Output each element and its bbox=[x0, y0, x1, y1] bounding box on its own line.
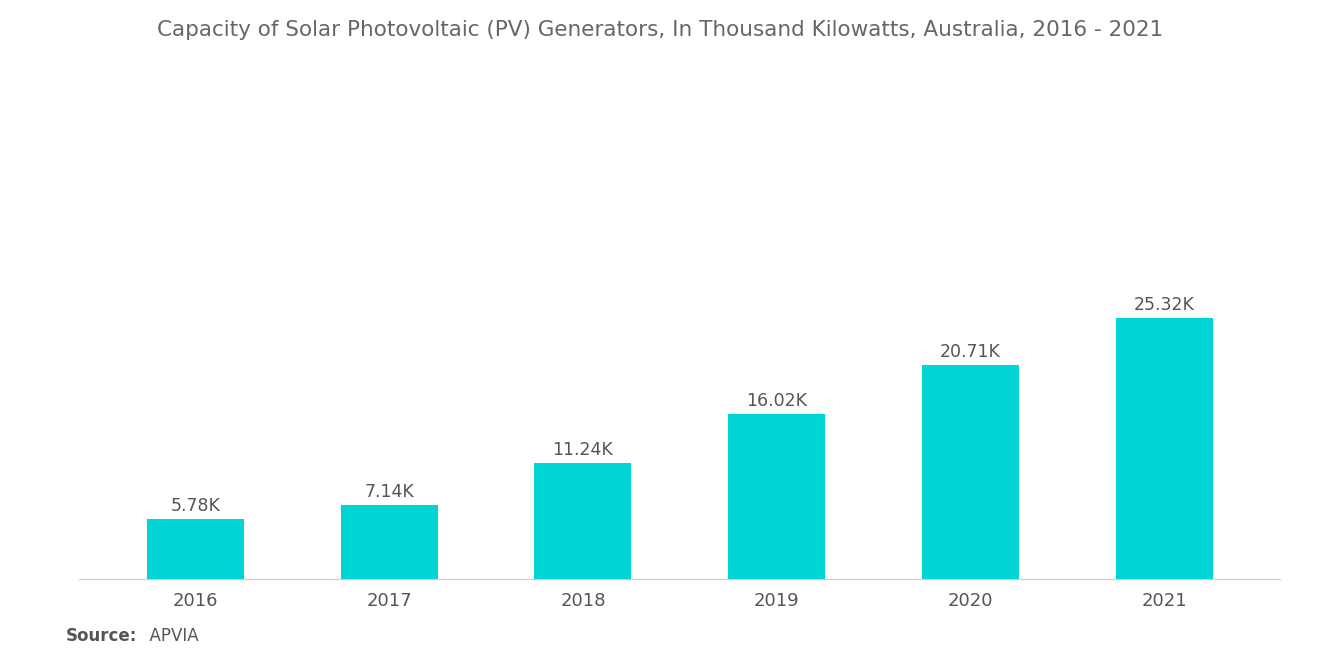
Bar bbox=[341, 505, 438, 579]
Text: 11.24K: 11.24K bbox=[553, 441, 614, 459]
Text: 25.32K: 25.32K bbox=[1134, 296, 1195, 314]
Bar bbox=[147, 519, 244, 579]
Bar bbox=[729, 414, 825, 579]
Text: Source:: Source: bbox=[66, 627, 137, 645]
Bar bbox=[1115, 318, 1213, 579]
Text: 16.02K: 16.02K bbox=[746, 392, 807, 410]
Text: 7.14K: 7.14K bbox=[364, 483, 414, 501]
Text: 5.78K: 5.78K bbox=[170, 497, 220, 515]
Text: APVIA: APVIA bbox=[139, 627, 198, 645]
Bar bbox=[921, 365, 1019, 579]
Bar bbox=[535, 463, 631, 579]
Text: 20.71K: 20.71K bbox=[940, 343, 1001, 361]
Text: Capacity of Solar Photovoltaic (PV) Generators, In Thousand Kilowatts, Australia: Capacity of Solar Photovoltaic (PV) Gene… bbox=[157, 20, 1163, 40]
